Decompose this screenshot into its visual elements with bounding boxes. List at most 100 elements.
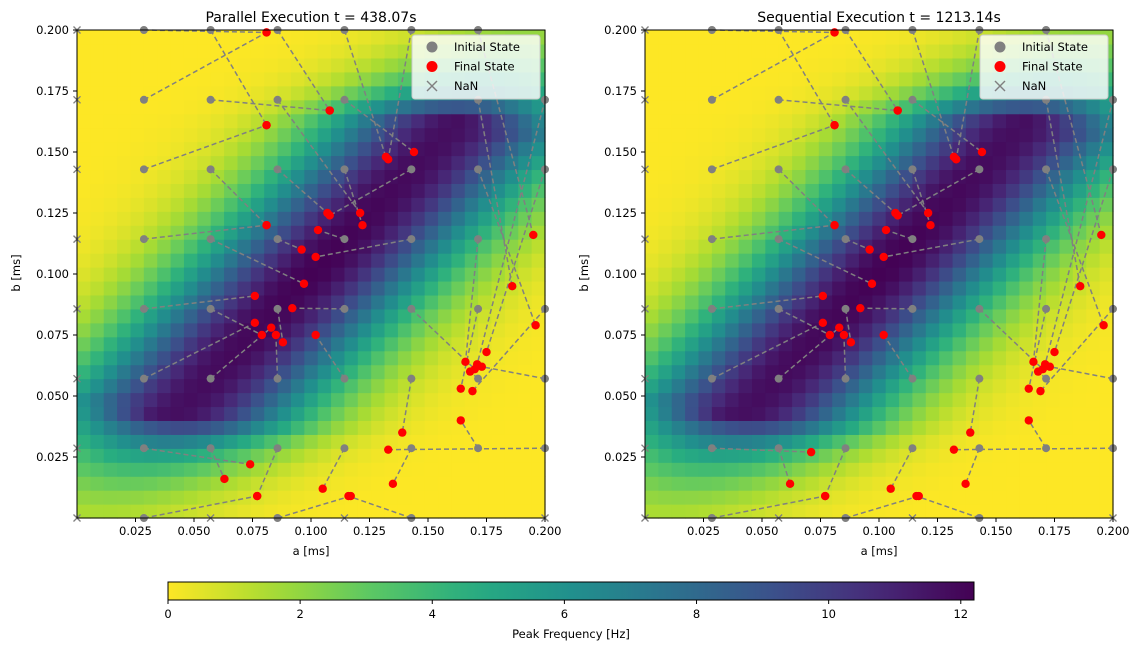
heatmap-cell [237, 211, 252, 226]
heatmap-cell [290, 71, 305, 87]
trajectory-line [143, 295, 255, 310]
heatmap-cell [671, 378, 686, 394]
heatmap-cell [157, 504, 172, 519]
x-tick-label: 0.025 [687, 524, 720, 538]
heatmap-cell [979, 211, 994, 226]
heatmap-cell [451, 280, 466, 296]
heatmap-cell [183, 239, 198, 254]
heatmap-cell [899, 253, 914, 268]
heatmap-cell [872, 43, 887, 59]
heatmap-cell [478, 113, 493, 129]
heatmap-cell [90, 448, 105, 463]
heatmap-cell [725, 43, 740, 59]
heatmap-cell [384, 378, 399, 394]
heatmap-cell [143, 322, 158, 338]
heatmap-cell [277, 378, 292, 394]
heatmap-cell [858, 434, 873, 449]
heatmap-cell [845, 127, 860, 143]
heatmap-cell [1019, 476, 1034, 491]
final-state-point [220, 474, 229, 484]
initial-state-point [407, 165, 416, 174]
trajectory-line [1028, 308, 1047, 389]
heatmap-cell [411, 183, 426, 198]
heatmap-cell [197, 308, 212, 324]
heatmap-cell [103, 239, 118, 254]
heatmap-cell [77, 406, 91, 421]
heatmap-cell [858, 490, 873, 505]
heatmap-cell [317, 71, 332, 87]
heatmap-cell [357, 183, 372, 198]
heatmap-cell [1006, 336, 1020, 352]
heatmap-cell [1086, 322, 1101, 338]
heatmap-cell [952, 211, 967, 226]
heatmap-cell [885, 141, 900, 157]
heatmap-cell [438, 462, 452, 477]
final-state-point [313, 225, 323, 235]
heatmap-cell [264, 364, 279, 380]
heatmap-cell [157, 197, 172, 212]
heatmap-cell [518, 211, 533, 226]
heatmap-cell [90, 392, 105, 408]
heatmap-cell [183, 113, 198, 129]
heatmap-cell [925, 462, 940, 477]
heatmap-cell [792, 392, 807, 408]
heatmap-cell [451, 392, 466, 408]
heatmap-cell [224, 378, 239, 394]
final-state-point [252, 491, 262, 501]
heatmap-cell [765, 280, 780, 296]
heatmap-cell [738, 336, 753, 352]
heatmap-cell [277, 169, 292, 184]
initial-state-point [407, 235, 416, 244]
heatmap-cell [872, 183, 887, 198]
heatmap-cell [845, 462, 860, 477]
heatmap-cell [157, 322, 172, 338]
heatmap-cell [384, 30, 399, 45]
heatmap-cell [264, 504, 279, 519]
heatmap-cell [157, 71, 172, 87]
heatmap-cell [344, 322, 359, 338]
heatmap-cell [725, 364, 740, 380]
heatmap-cell [738, 406, 753, 421]
heatmap-cell [411, 364, 426, 380]
heatmap-cell [671, 448, 686, 463]
heatmap-cell [671, 141, 686, 157]
heatmap-cell [451, 127, 466, 143]
heatmap-cell [384, 392, 399, 408]
heatmap-cell [344, 280, 359, 296]
heatmap-cell [77, 490, 91, 505]
heatmap-cell [751, 336, 766, 352]
heatmap-cell [818, 378, 833, 394]
heatmap-cell [805, 211, 820, 226]
heatmap-cell [1072, 420, 1087, 435]
heatmap-cell [965, 43, 980, 59]
heatmap-cell [1032, 490, 1047, 505]
heatmap-cell [103, 211, 118, 226]
heatmap-cell [264, 183, 279, 198]
heatmap-cell [1059, 197, 1074, 212]
heatmap-cell [698, 267, 713, 282]
y-tick-label: 0.150 [36, 145, 69, 159]
heatmap-cell [965, 476, 980, 491]
heatmap-cell [965, 253, 980, 268]
final-state-point [856, 303, 865, 313]
heatmap-cell [170, 253, 185, 268]
heatmap-cell [344, 85, 359, 101]
heatmap-cell [751, 420, 766, 435]
heatmap-cell [965, 183, 980, 198]
heatmap-cell [1046, 392, 1061, 408]
heatmap-cell [685, 57, 700, 73]
heatmap-cell [792, 322, 807, 338]
heatmap-cell [1006, 476, 1020, 491]
heatmap-cell [331, 71, 346, 87]
heatmap-cell [290, 406, 305, 421]
heatmap-cell [1032, 322, 1047, 338]
heatmap-cell [157, 141, 172, 157]
heatmap-cell [210, 141, 225, 157]
heatmap-cell [671, 476, 686, 491]
heatmap-cell [952, 420, 967, 435]
heatmap-cell [197, 57, 212, 73]
heatmap-cell [1032, 476, 1047, 491]
heatmap-cell [143, 294, 158, 310]
heatmap-cell [371, 504, 386, 519]
heatmap-cell [751, 406, 766, 421]
